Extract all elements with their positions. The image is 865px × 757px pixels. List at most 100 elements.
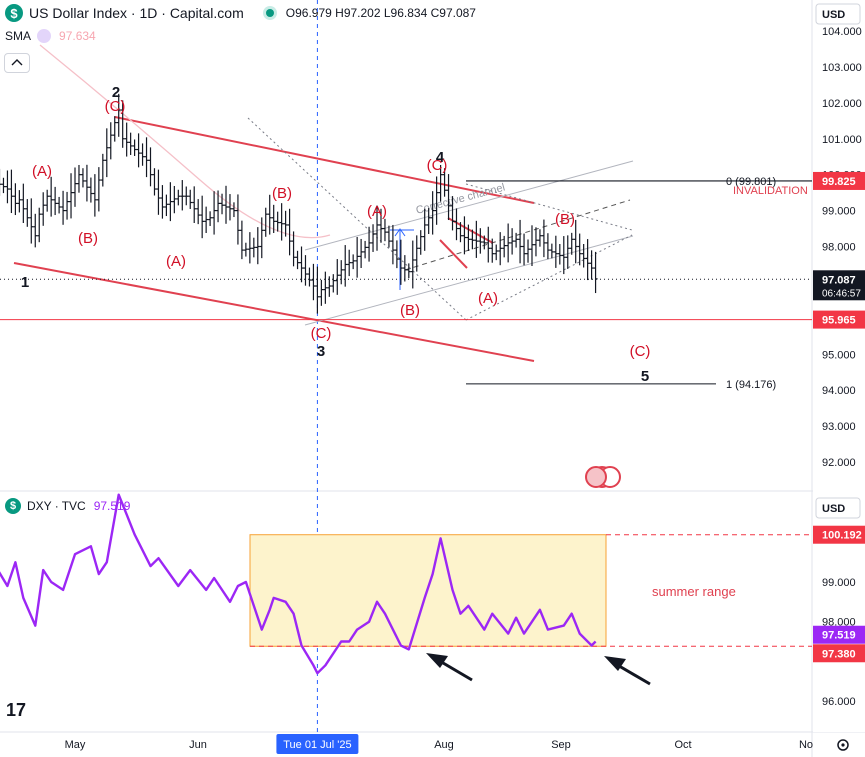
- lower-price-tick-label: 98.000: [822, 617, 856, 629]
- countdown-text: 06:46:57: [822, 288, 861, 299]
- time-tick-label: No: [799, 739, 813, 751]
- dxy-line: [0, 493, 597, 675]
- wave-label-red: (C): [630, 343, 651, 360]
- price-label-text: 99.825: [822, 176, 856, 188]
- chart-header: $ US Dollar Index · 1D · Capital.com O96…: [5, 4, 476, 22]
- summer-range-label: summer range: [652, 584, 736, 599]
- wave-label-red: (B): [272, 185, 292, 202]
- ohlc-values: O96.979 H97.202 L96.834 C97.087: [286, 6, 476, 20]
- indicator-settings-icon[interactable]: [37, 29, 52, 43]
- wave-label-red: (B): [78, 230, 98, 247]
- close-value: 97.087: [439, 6, 476, 20]
- price-tick-label: 95.000: [822, 349, 856, 361]
- lower-source: TVC: [61, 499, 86, 513]
- corrective-channel-upper: [304, 160, 634, 251]
- wave-label-red: (C): [105, 98, 126, 115]
- wave-label-black: 2: [112, 84, 120, 101]
- invalidation-label: INVALIDATION: [733, 185, 808, 197]
- arrow-right-head: [604, 656, 626, 671]
- dxy-logo-icon: $: [5, 498, 21, 514]
- last-price-text: 97.087: [822, 274, 856, 286]
- lower-price-tick-label: 99.000: [822, 577, 856, 589]
- lower-price-label-box: [813, 625, 865, 644]
- sma-value: 97.634: [59, 29, 96, 43]
- price-tick-label: 98.000: [822, 242, 856, 254]
- high-label: H: [335, 6, 344, 20]
- price-label-text: 95.965: [822, 315, 856, 327]
- price-tick-label: 103.000: [822, 62, 862, 74]
- last-price-box: [813, 270, 865, 301]
- price-label-box: [813, 171, 865, 190]
- close-label: C: [430, 6, 440, 20]
- market-status-icon: [265, 9, 274, 17]
- flag-line-1: [447, 217, 494, 244]
- open-label: O: [285, 6, 296, 20]
- wave-label-black: 1: [21, 274, 29, 291]
- fib-0-label: 0 (99.801): [726, 176, 776, 188]
- currency-label: USD: [822, 9, 845, 21]
- flag-line-2: [439, 239, 468, 269]
- time-tick-label: Oct: [674, 739, 691, 751]
- symbol-logo-icon: $: [5, 4, 23, 22]
- price-tick-label: 104.000: [822, 26, 862, 38]
- lower-price-label-text: 97.519: [822, 630, 856, 642]
- wave-label-red: (C): [311, 325, 332, 342]
- price-tick-label: 102.000: [822, 98, 862, 110]
- wave-label-black: 3: [317, 343, 325, 360]
- price-tick-label: 101.000: [822, 134, 862, 146]
- fib-1-label: 1 (94.176): [726, 379, 776, 391]
- lower-currency-box: [815, 497, 861, 519]
- tradingview-logo-icon: 17: [6, 700, 26, 720]
- chevron-up-icon: [11, 59, 23, 66]
- wave-label-red: (B): [555, 211, 575, 228]
- wave-label-red: (A): [478, 290, 498, 307]
- corrective-channel-lower: [304, 235, 634, 326]
- wave-label-red: (A): [166, 253, 186, 270]
- channel-lower-line: [13, 262, 535, 362]
- collapse-legend-button[interactable]: [4, 53, 30, 73]
- crosshair-date-box: [276, 734, 359, 754]
- flag-badge-icon: [585, 466, 607, 488]
- wave-label-red: (B): [400, 302, 420, 319]
- settings-gear-icon: [841, 743, 845, 747]
- wave-label-black: 5: [641, 368, 649, 385]
- lower-pane-header: $ DXY · TVC 97.519: [5, 498, 130, 514]
- crosshair-date-label: Tue 01 Jul '25: [283, 739, 351, 751]
- price-tick-label: 99.000: [822, 206, 856, 218]
- lower-price-label-box: [813, 525, 865, 544]
- arrow-left-head: [426, 653, 448, 668]
- lower-price-label-text: 97.380: [822, 648, 856, 660]
- lower-price-label-box: [813, 644, 865, 663]
- low-label: L: [383, 6, 391, 20]
- measure-arrow-head: [394, 228, 406, 237]
- wave-label-red: (A): [32, 163, 52, 180]
- settings-gear-icon: [837, 739, 849, 751]
- wave-label-red: (C): [427, 157, 448, 174]
- lower-symbol[interactable]: DXY: [27, 499, 52, 513]
- wave-label-red: (A): [367, 203, 387, 220]
- price-label-box: [813, 310, 865, 329]
- lower-price-label-text: 100.192: [822, 530, 862, 542]
- time-tick-label: Aug: [434, 739, 454, 751]
- currency-box: [815, 3, 861, 25]
- dotted-guide-3: [465, 183, 633, 231]
- channel-upper-line: [114, 116, 535, 204]
- sma-line: [39, 44, 331, 239]
- chart-title[interactable]: US Dollar Index · 1D · Capital.com: [29, 5, 244, 21]
- price-tick-label: 94.000: [822, 385, 856, 397]
- open-value: 96.979: [295, 6, 332, 20]
- price-tick-label: 93.000: [822, 421, 856, 433]
- arrow-left-shaft: [437, 658, 473, 682]
- time-tick-label: Jun: [189, 739, 207, 751]
- price-tick-label: 92.000: [822, 457, 856, 469]
- lower-price-tick-label: 96.000: [822, 696, 856, 708]
- sma-legend[interactable]: SMA 97.634: [5, 29, 96, 43]
- corrective-channel-mid: [404, 199, 631, 271]
- wave-label-black: 4: [436, 149, 445, 166]
- price-axis-bg: [813, 0, 865, 732]
- lower-currency-label: USD: [822, 503, 845, 515]
- sma-name: SMA: [5, 29, 32, 43]
- time-tick-label: May: [65, 739, 86, 751]
- low-value: 96.834: [390, 6, 428, 20]
